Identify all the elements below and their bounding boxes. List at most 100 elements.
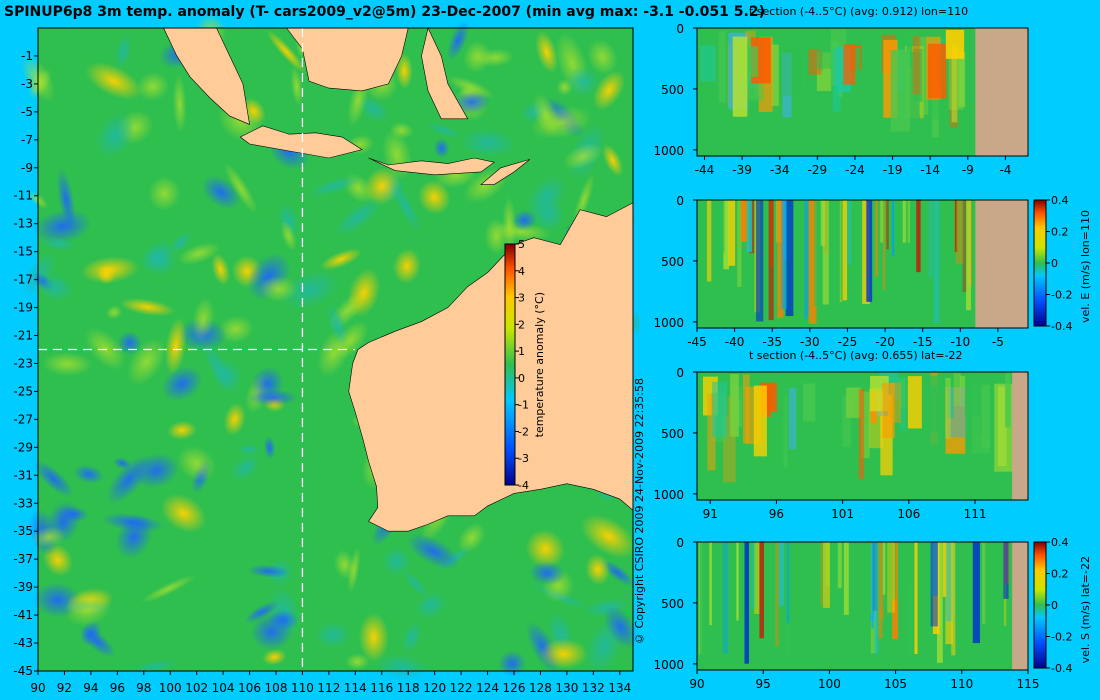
anomaly-eddy [247,389,298,406]
vel-e-colorbar-ticks: 0.4 0.2 0 -0.2 -0.4 [1046,194,1072,333]
map-y-axis: -1 -3 -5 -7 -9 -11 -13 -15 -17 -19 -21 -23 -25 -27 -29… [13,49,38,678]
map-y-tick-label: -31 [13,468,33,482]
section-y-tick-label: 500 [661,427,684,441]
section-feature [828,393,843,481]
anomaly-eddy [535,31,559,74]
section-feature [964,373,981,416]
anomaly-eddy [290,66,303,107]
section-x-tick-label: 95 [756,677,771,691]
section-feature [736,542,739,621]
map-x-tick-label: 122 [450,681,473,695]
map-colorbar-tick-label: -1 [518,399,529,412]
anomaly-eddy [539,638,588,669]
section-feature [913,48,923,102]
section-feature [899,379,906,409]
anomaly-eddy [531,197,565,231]
anomaly-eddy [418,179,451,215]
map-x-tick-label: 132 [582,681,605,695]
section-feature [1004,372,1011,428]
anomaly-eddy [592,70,625,110]
map-colorbar-tick-label: 1 [518,345,525,358]
anomaly-eddy [177,445,216,482]
map-y-tick-label: -5 [21,105,33,119]
colorbar-tick-label: -0.4 [1051,662,1072,675]
map-colorbar-tick-label: 2 [518,318,525,331]
section-x-tick-label: -44 [695,163,715,177]
anomaly-eddy [223,403,246,436]
anomaly-eddy [41,352,93,376]
section-feature [861,391,870,459]
section-feature [759,542,764,639]
colorbar-tick-label: 0.4 [1051,194,1069,207]
anomaly-eddy [406,533,460,570]
section-feature [822,542,830,608]
colorbar-tick-label: -0.2 [1051,289,1072,302]
section-feature [928,200,933,278]
section-x-tick-label: -5 [992,335,1004,349]
section-feature [783,396,788,468]
anomaly-eddy [73,464,104,484]
anomaly-eddy [33,209,92,244]
map-y-tick-label: -3 [21,77,33,91]
section-feature [881,382,895,438]
section-x-tick-label: 91 [703,507,718,521]
section-feature [756,200,764,322]
section-feature [751,542,756,609]
anomaly-eddy [314,621,352,649]
section-x-tick-label: -19 [883,163,903,177]
anomaly-eddy [37,273,74,303]
section-feature [864,542,873,615]
section-feature [722,542,729,654]
map-y-tick-label: -45 [13,664,33,678]
lesser-sunda-islands [368,157,495,176]
anomaly-eddy [84,327,126,370]
map-y-tick-label: -43 [13,636,33,650]
section-feature [824,200,827,255]
section-frame [696,541,1029,671]
section-feature [945,200,952,266]
vel-s-colorbar: 0.4 0.2 0 -0.2 -0.4 [1033,536,1072,675]
anomaly-eddy [115,34,133,69]
anomaly-eddy [363,167,400,206]
anomaly-eddy [85,62,142,100]
section-feature [737,200,742,287]
anomaly-eddy [320,248,362,271]
anomaly-eddy [64,591,112,627]
section-feature [740,200,748,242]
section-frame [696,371,1029,501]
section-feature [786,542,790,623]
map-x-tick-label: 128 [529,681,552,695]
vel-s-colorbar-scale [1033,541,1047,669]
section-feature [830,542,839,667]
section-feature [781,200,788,310]
section-feature [842,395,852,448]
section-x-tick-label: -10 [950,335,970,349]
section-feature [820,542,823,606]
section-land [975,28,1028,156]
section-feature [972,542,980,644]
vel-s-section-panel: 90 95 100 105 110 115 0 500 1000 [653,536,1039,691]
section-feature [924,385,944,433]
section-feature [871,542,874,629]
section-feature [887,542,896,613]
section-feature [882,200,886,290]
map-x-tick-label: 134 [608,681,631,695]
anomaly-eddy [502,196,517,255]
section-feature [837,542,842,589]
map-y-tick-label: -11 [13,189,33,203]
anomaly-eddy [80,620,102,647]
section-feature [837,200,843,301]
map-x-tick-label: 102 [185,681,208,695]
section-feature [804,200,808,320]
map-colorbar-scale [504,243,516,486]
anomaly-eddy [177,242,221,265]
anomaly-eddy [247,564,290,578]
section-feature [927,43,947,99]
section-x-tick-label: 90 [689,677,704,691]
map-colorbar-tick-label: -2 [518,425,529,438]
section-feature [788,542,796,614]
section-feature [717,200,725,253]
section-land [975,200,1028,328]
section-feature [982,542,987,624]
colorbar-tick-label: 0.2 [1051,568,1069,581]
